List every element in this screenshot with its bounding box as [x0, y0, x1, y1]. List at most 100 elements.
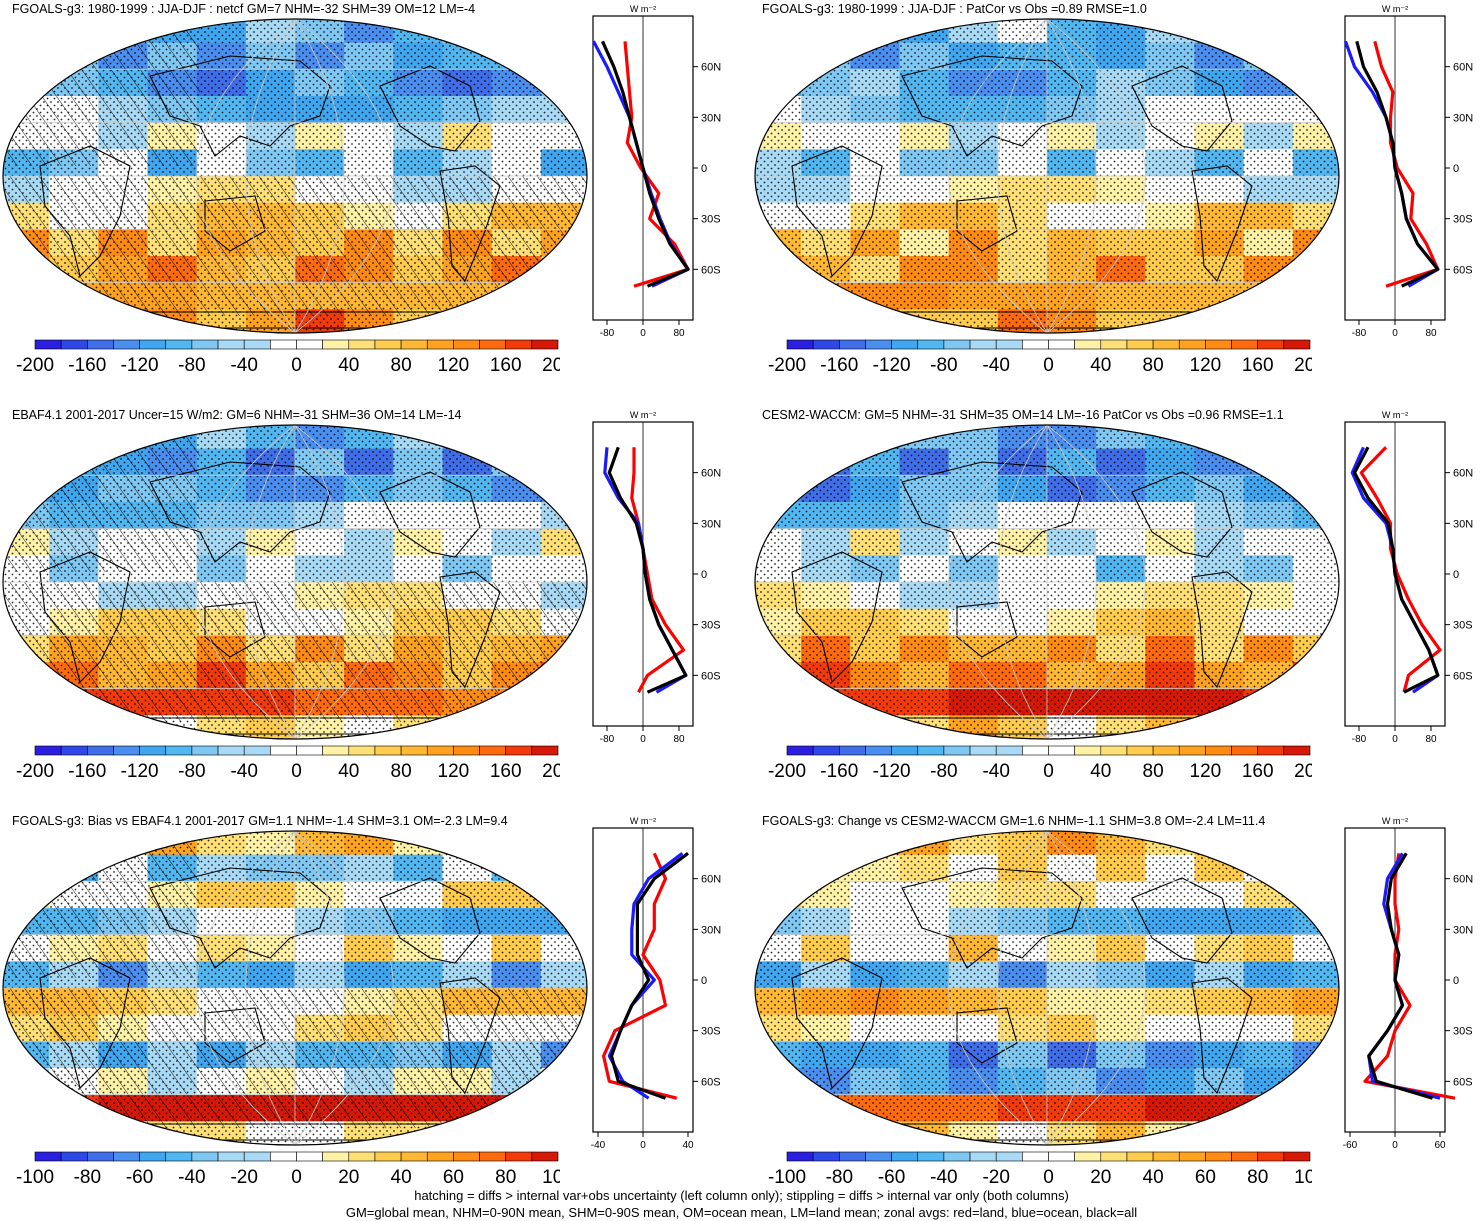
colorbar-label: 120: [1190, 355, 1222, 376]
map-cell: [49, 425, 100, 450]
world-map: [754, 424, 1340, 740]
graticule: [997, 831, 1048, 1145]
map-cell: [755, 881, 803, 909]
lat-label: 60N: [701, 468, 721, 480]
map-cell: [442, 831, 493, 856]
colorbar-label: -40: [982, 355, 1009, 376]
zonal-unit: W m⁻²: [630, 816, 656, 826]
colorbar-label: -80: [74, 1167, 101, 1188]
colorbar-swatch: [917, 1151, 945, 1162]
colorbar-label: -120: [873, 355, 911, 376]
map-cell: [540, 1068, 587, 1096]
map-cell: [3, 831, 51, 856]
map-cell: [1292, 881, 1339, 909]
x-tick-label: -40: [591, 1140, 606, 1151]
colorbar-swatch: [917, 339, 945, 350]
zonal-unit: W m⁻²: [1382, 816, 1408, 826]
map-cell: [49, 1121, 100, 1145]
zonal-land-line: [1359, 446, 1442, 693]
colorbar-label: 120: [438, 761, 470, 782]
map-cell: [1292, 448, 1339, 477]
x-tick-label: -80: [1352, 328, 1367, 339]
colorbar-swatch: [1257, 339, 1285, 350]
colorbar-swatch: [1205, 339, 1232, 350]
colorbar-swatch: [479, 339, 506, 350]
map-cell: [3, 425, 51, 450]
colorbar-swatch: [839, 339, 866, 350]
colorbar-label: 200: [1294, 761, 1312, 782]
zonal-all-line: [1355, 40, 1440, 288]
lat-label: 0: [701, 975, 707, 987]
map-cell: [1292, 309, 1339, 333]
lat-label: 30S: [701, 1026, 721, 1038]
map-cell: [49, 831, 100, 856]
map-cell: [491, 425, 542, 450]
graticule: [245, 425, 296, 739]
colorbar-label: -40: [230, 761, 257, 782]
map-cell: [540, 309, 587, 333]
colorbar-label: -80: [178, 355, 205, 376]
map-cell: [491, 309, 542, 333]
colorbar-swatch: [786, 1151, 814, 1162]
map-cell: [755, 715, 803, 739]
colorbar-swatch: [217, 745, 245, 756]
map-cell: [755, 1068, 803, 1096]
lat-label: 60N: [701, 62, 721, 74]
map-cell: [442, 1121, 493, 1145]
colorbar-swatch: [1231, 339, 1258, 350]
colorbar-label: -40: [930, 1167, 957, 1188]
map-cell: [755, 42, 803, 71]
zonal-all-line: [609, 852, 689, 1100]
colorbar-label: -200: [16, 761, 54, 782]
map-cell: [801, 309, 852, 333]
colorbar-label: -40: [178, 1167, 205, 1188]
graticule: [997, 19, 1048, 333]
colorbar-swatch: [479, 745, 506, 756]
world-map: [2, 18, 588, 334]
x-tick-label: -60: [1343, 1140, 1358, 1151]
colorbar-label: 160: [490, 355, 522, 376]
colorbar: -100 -80 -60 -40 -20 0 20 40 60 80 100: [768, 1151, 1312, 1188]
x-tick-label: 80: [1425, 328, 1437, 339]
colorbar-swatch: [1231, 1151, 1258, 1162]
lat-label: 0: [701, 569, 707, 581]
lat-label: 30N: [701, 112, 721, 124]
map-cell: [1292, 42, 1339, 71]
colorbar-swatch: [1178, 1151, 1206, 1162]
colorbar-swatch: [270, 745, 297, 756]
map-cell: [1292, 831, 1339, 856]
map-cell: [755, 475, 803, 503]
x-tick-label: 0: [1392, 734, 1398, 745]
map-cell: [540, 19, 587, 44]
graticule: [294, 19, 345, 333]
colorbar-swatch: [1205, 745, 1232, 756]
map-cell: [3, 19, 51, 44]
colorbar-swatch: [1178, 339, 1206, 350]
colorbar-swatch: [400, 745, 428, 756]
map-cell: [755, 1094, 803, 1123]
x-tick-label: 80: [673, 734, 685, 745]
colorbar-swatch: [1257, 1151, 1285, 1162]
graticule: [1046, 425, 1146, 739]
colorbar-swatch: [87, 339, 114, 350]
x-tick-label: 40: [682, 1140, 694, 1151]
map-cell: [801, 1121, 852, 1145]
panel-title: CESM2-WACCM: GM=5 NHM=-31 SHM=35 OM=14 L…: [762, 408, 1284, 422]
colorbar-swatch: [426, 745, 454, 756]
colorbar-label: 20: [338, 1167, 359, 1188]
map-cell: [801, 425, 852, 450]
colorbar-label: 80: [1247, 1167, 1268, 1188]
hatching: [3, 19, 587, 316]
colorbar-swatch: [943, 745, 971, 756]
colorbar-label: -80: [826, 1167, 853, 1188]
map-cell: [1194, 715, 1245, 739]
map-cell: [755, 309, 803, 333]
colorbar-label: 160: [1242, 355, 1274, 376]
zonal-mean-plot: W m⁻² 60N 30N 0 30S 60S -80 0 80: [1344, 410, 1473, 745]
colorbar-label: 40: [1090, 761, 1111, 782]
lat-label: 0: [701, 163, 707, 175]
colorbar-swatch: [113, 339, 140, 350]
colorbar-label: 100: [1294, 1167, 1312, 1188]
colorbar-label: -100: [16, 1167, 54, 1188]
map-border: [754, 18, 1340, 334]
